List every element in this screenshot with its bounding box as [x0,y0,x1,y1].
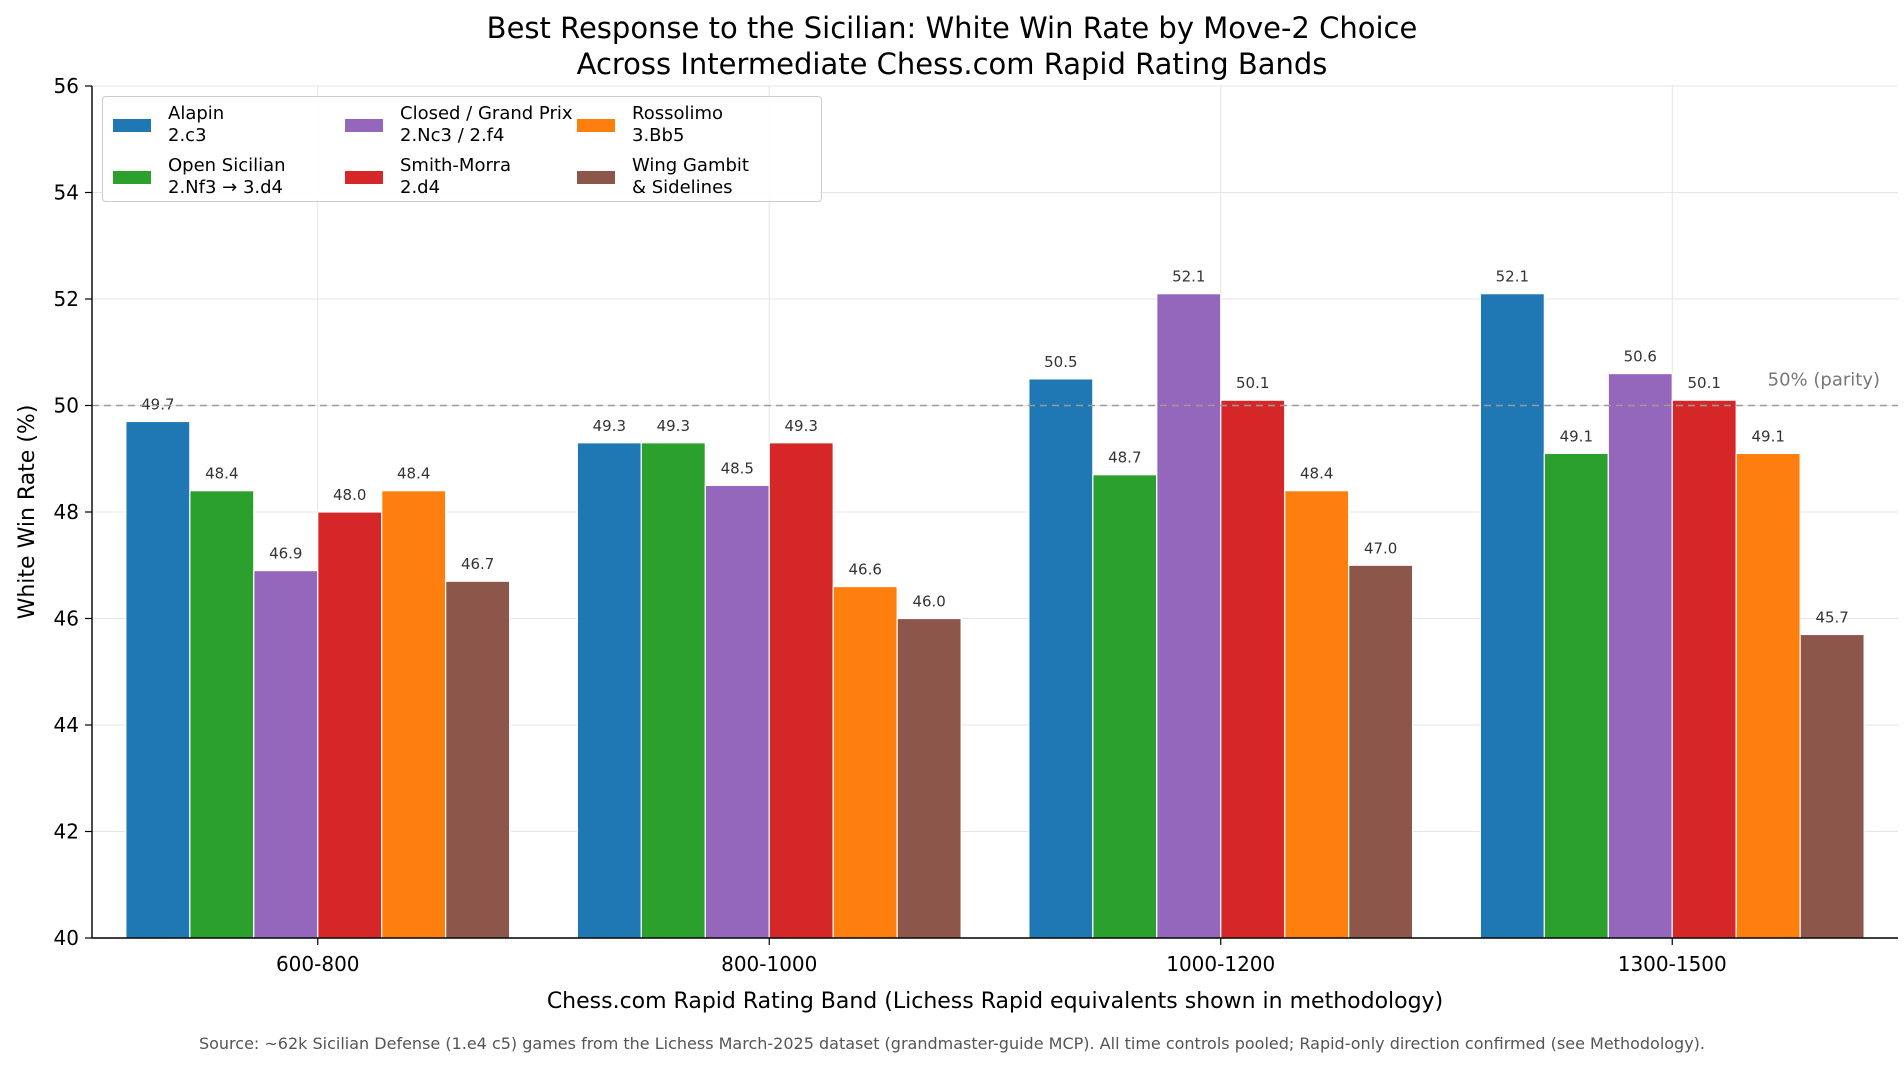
x-axis-label: Chess.com Rapid Rating Band (Lichess Rap… [547,989,1443,1014]
bar [1479,293,1545,939]
legend-item: Open Sicilian 2.Nf3 → 3.d4 [103,155,333,203]
legend-label-line2: 2.c3 [168,125,207,146]
bar [1671,399,1737,939]
data-label: 46.7 [461,555,494,573]
legend-item: Rossolimo 3.Bb5 [567,103,797,151]
bar [1348,564,1414,939]
legend-swatch [577,171,615,184]
source-note: Source: ~62k Sicilian Defense (1.e4 c5) … [198,1034,1706,1053]
bar [125,420,191,939]
x-tick-label: 1000-1200 [1166,952,1275,976]
data-label: 52.1 [1172,268,1205,286]
legend-swatch [113,171,151,184]
legend-swatch [113,119,151,132]
legend-label-line2: 2.Nc3 / 2.f4 [400,125,505,146]
legend-label-line2: 3.Bb5 [632,125,685,146]
legend-item: Closed / Grand Prix 2.Nc3 / 2.f4 [335,103,573,151]
parity-label: 50% (parity) [1768,370,1880,391]
y-tick-label: 46 [54,607,79,631]
bar [1092,474,1158,939]
data-label: 46.6 [848,561,881,579]
legend-label: Rossolimo 3.Bb5 [632,103,723,147]
y-tick-label: 40 [54,926,79,950]
bar [704,484,770,939]
legend-label-line2: & Sidelines [632,177,733,198]
data-label: 48.0 [333,486,366,504]
bar [253,569,319,939]
data-label: 48.5 [721,459,754,477]
chart-title-line2: Across Intermediate Chess.com Rapid Rati… [576,47,1328,81]
bar [381,490,447,939]
y-tick-label: 42 [54,820,79,844]
legend-label-line1: Closed / Grand Prix [400,103,573,124]
legend-item: Alapin 2.c3 [103,103,333,151]
data-label: 50.6 [1624,348,1657,366]
legend: Alapin 2.c3 Open Sicilian 2.Nf3 → 3.d4 Close… [102,96,822,202]
legend-label-line1: Rossolimo [632,103,724,124]
bar [1156,293,1222,939]
bar [445,580,511,939]
data-label: 50.1 [1236,374,1269,392]
legend-swatch [577,119,615,132]
legend-label: Alapin 2.c3 [168,103,224,147]
bar [1607,372,1673,939]
data-label: 49.3 [785,417,818,435]
legend-label-line2: 2.Nf3 → 3.d4 [168,177,284,198]
data-label: 49.3 [657,417,690,435]
legend-label-line1: Smith-Morra [400,155,511,176]
legend-label: Wing Gambit & Sidelines [632,155,749,199]
bar [1028,378,1094,939]
bar [189,490,255,939]
legend-item: Smith-Morra 2.d4 [335,155,565,203]
data-label: 45.7 [1815,608,1848,626]
data-label: 48.4 [1300,465,1333,483]
data-label: 48.4 [397,465,430,483]
data-label: 49.1 [1751,427,1784,445]
y-tick-label: 48 [54,500,79,524]
data-label: 52.1 [1496,268,1529,286]
legend-label: Closed / Grand Prix 2.Nc3 / 2.f4 [400,103,573,147]
data-label: 47.0 [1364,539,1397,557]
legend-swatch [345,171,383,184]
chart-title-line1: Best Response to the Sicilian: White Win… [486,11,1418,45]
bar [317,511,383,939]
bar [768,442,834,939]
bar [576,442,642,939]
bar [1735,452,1801,939]
legend-label: Smith-Morra 2.d4 [400,155,511,199]
x-tick-label: 1300-1500 [1618,952,1727,976]
data-label: 49.3 [593,417,626,435]
legend-label-line1: Open Sicilian [168,155,286,176]
data-label: 50.5 [1044,353,1077,371]
legend-label: Open Sicilian 2.Nf3 → 3.d4 [168,155,286,199]
legend-label-line2: 2.d4 [400,177,441,198]
bar [640,442,706,939]
legend-swatch [345,119,383,132]
y-tick-label: 52 [54,287,79,311]
data-label: 49.7 [141,395,174,413]
data-label: 49.1 [1560,427,1593,445]
bar [1284,490,1350,939]
x-tick-label: 600-800 [276,952,360,976]
bar [1220,399,1286,939]
data-label: 46.0 [912,593,945,611]
bar [1543,452,1609,939]
bar [832,585,898,939]
data-label: 50.1 [1688,374,1721,392]
legend-label-line1: Wing Gambit [632,155,749,176]
data-label: 48.4 [205,465,238,483]
y-tick-label: 44 [54,713,79,737]
legend-label-line1: Alapin [168,103,225,124]
legend-item: Wing Gambit & Sidelines [567,155,797,203]
bar [1799,633,1865,939]
bar [896,617,962,939]
y-axis-label: White Win Rate (%) [15,405,40,620]
y-tick-label: 54 [54,181,79,205]
x-tick-label: 800-1000 [721,952,817,976]
data-label: 48.7 [1108,449,1141,467]
data-label: 46.9 [269,545,302,563]
y-tick-label: 56 [54,74,79,98]
y-tick-label: 50 [54,394,79,418]
